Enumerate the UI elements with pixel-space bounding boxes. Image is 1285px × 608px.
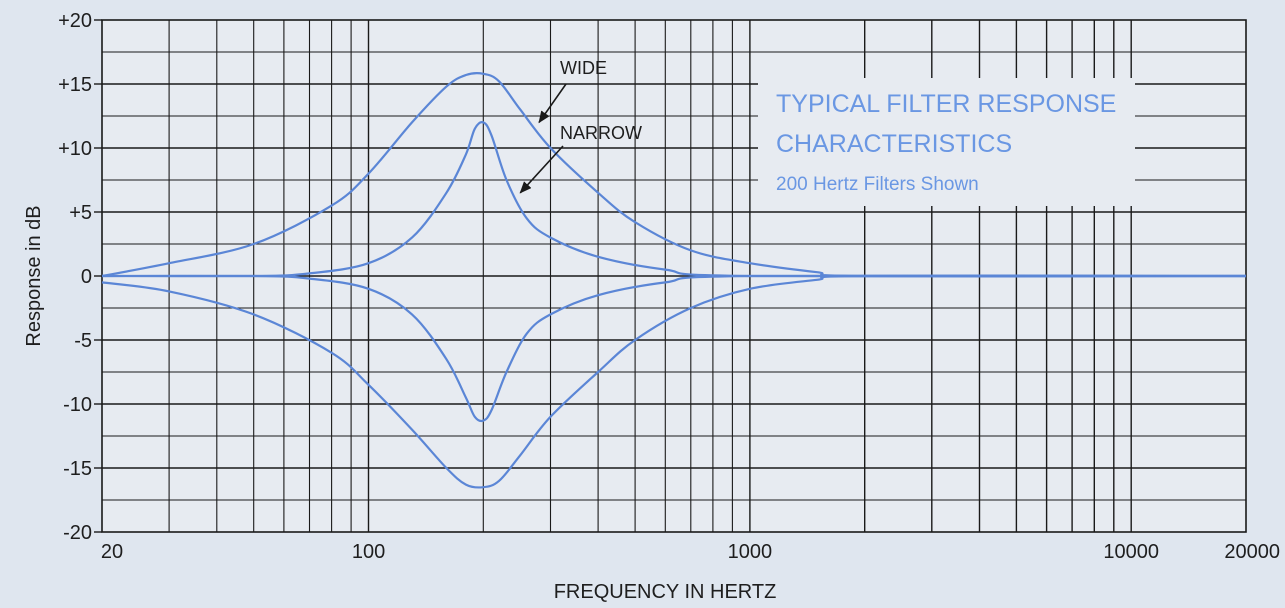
chart-info-title-line2: CHARACTERISTICS [776,130,1012,158]
x-tick-label: 10000 [1103,541,1159,563]
chart-info-title-line1: TYPICAL FILTER RESPONSE [776,90,1116,118]
y-tick-label: +20 [58,10,92,32]
annotation-arrow-narrow [519,145,564,194]
y-tick-label: 0 [81,266,92,288]
y-tick-label: -20 [63,522,92,544]
annotation-label-narrow: NARROW [560,123,642,143]
response-curve-narrow-2 [101,274,1247,423]
y-tick-label: +5 [69,202,92,224]
annotation-label-wide: WIDE [560,58,607,78]
x-axis-title: FREQUENCY IN HERTZ [554,581,777,603]
y-axis-title: Response in dB [23,205,45,346]
y-tick-label: +10 [58,138,92,160]
response-curve-wide-3 [101,274,1247,489]
y-tick-label: -15 [63,458,92,480]
x-tick-label: 20000 [1224,541,1280,563]
response-curve-narrow-1 [101,121,1247,278]
chart-info-box [758,78,1135,206]
x-tick-label: 100 [352,541,385,563]
x-tick-label: 1000 [728,541,773,563]
response-curve-wide-0 [101,72,1247,278]
chart-info-subtitle: 200 Hertz Filters Shown [776,174,979,195]
x-tick-label: 20 [101,541,123,563]
y-tick-label: -5 [74,330,92,352]
annotation-arrow-wide [538,83,567,124]
y-tick-label: +15 [58,74,92,96]
y-tick-label: -10 [63,394,92,416]
